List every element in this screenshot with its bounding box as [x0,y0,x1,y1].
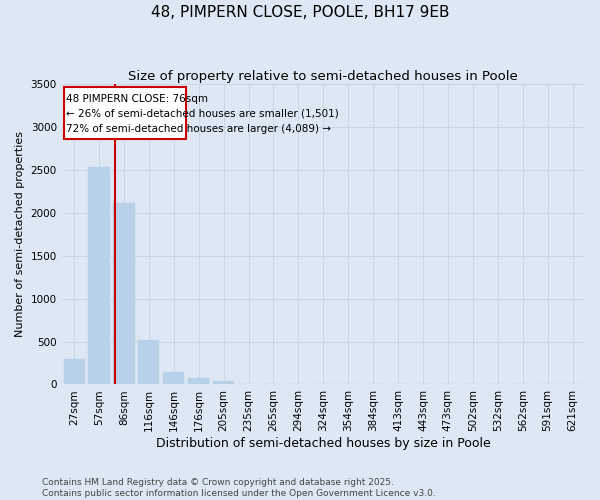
Text: 72% of semi-detached houses are larger (4,089) →: 72% of semi-detached houses are larger (… [66,124,331,134]
Bar [163,372,184,384]
Y-axis label: Number of semi-detached properties: Number of semi-detached properties [15,132,25,338]
Text: Contains HM Land Registry data © Crown copyright and database right 2025.
Contai: Contains HM Land Registry data © Crown c… [42,478,436,498]
Bar [188,378,209,384]
X-axis label: Distribution of semi-detached houses by size in Poole: Distribution of semi-detached houses by … [156,437,491,450]
Text: 48 PIMPERN CLOSE: 76sqm: 48 PIMPERN CLOSE: 76sqm [66,94,208,104]
Title: Size of property relative to semi-detached houses in Poole: Size of property relative to semi-detach… [128,70,518,83]
Bar [64,358,85,384]
Text: ← 26% of semi-detached houses are smaller (1,501): ← 26% of semi-detached houses are smalle… [66,109,339,119]
Bar [213,381,234,384]
Bar [113,202,134,384]
Bar [88,166,110,384]
Bar [64,86,186,139]
Bar [138,340,160,384]
Text: 48, PIMPERN CLOSE, POOLE, BH17 9EB: 48, PIMPERN CLOSE, POOLE, BH17 9EB [151,5,449,20]
